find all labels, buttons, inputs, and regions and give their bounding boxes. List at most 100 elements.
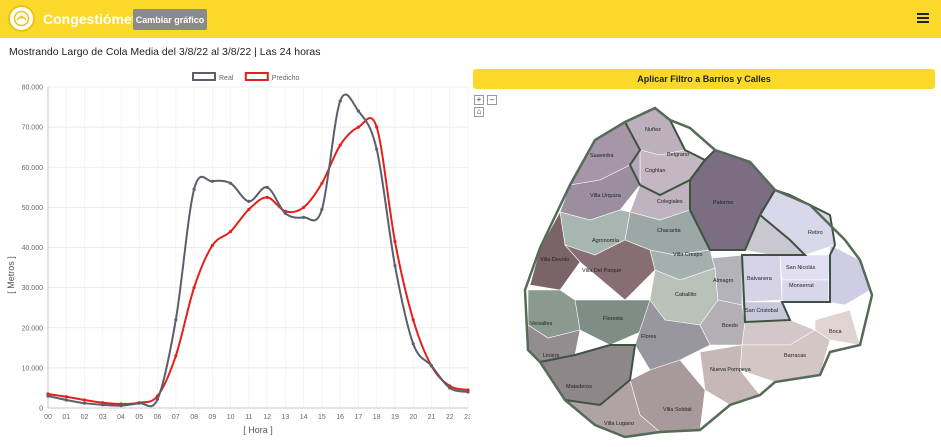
x-tick-label: 04 — [117, 414, 125, 421]
data-point-predicho[interactable] — [320, 181, 324, 185]
data-point-predicho[interactable] — [356, 125, 361, 129]
y-axis-ticks: 0 10.000 20.000 30.000 40.000 50.000 60.000 70.… — [22, 85, 44, 413]
city-seal-icon[interactable] — [8, 5, 35, 32]
y-tick-label: 50.000 — [22, 205, 44, 212]
chart-series — [46, 93, 470, 408]
data-point-real[interactable] — [137, 401, 141, 405]
label-villa-del-parque: Villa Del Parque — [582, 268, 621, 274]
label-floresta: Floresta — [603, 316, 624, 322]
data-point-real[interactable] — [429, 364, 434, 368]
data-point-real[interactable] — [356, 109, 361, 113]
legend-swatch[interactable] — [192, 72, 216, 81]
reset-view-button[interactable]: ⌂ — [474, 107, 484, 117]
label-nunez: Nuñez — [645, 127, 661, 133]
data-point-real[interactable] — [210, 179, 214, 183]
label-san-nicolas: San Nicolás — [786, 265, 816, 271]
zoom-in-button[interactable]: + — [474, 95, 484, 105]
barrio-puerto-madero[interactable] — [827, 244, 871, 306]
barrio-boca[interactable] — [814, 309, 861, 346]
barrio-barracas[interactable] — [739, 329, 831, 383]
label-villa-devoto: Villa Devoto — [540, 257, 569, 263]
data-point-real[interactable] — [338, 99, 342, 103]
data-point-predicho[interactable] — [192, 286, 196, 290]
barrio-villa-del-parque[interactable] — [564, 239, 656, 301]
data-point-predicho[interactable] — [338, 143, 342, 147]
data-point-real[interactable] — [119, 403, 123, 408]
data-point-predicho[interactable] — [375, 125, 379, 129]
x-tick-label: 16 — [336, 414, 344, 421]
hamburger-menu-icon[interactable] — [917, 13, 929, 23]
label-saavedra: Saavedra — [590, 153, 614, 159]
x-tick-label: 09 — [208, 414, 216, 421]
data-point-predicho[interactable] — [247, 207, 251, 211]
y-tick-label: 70.000 — [22, 125, 44, 132]
data-point-real[interactable] — [64, 398, 68, 402]
data-point-real[interactable] — [46, 394, 50, 398]
data-point-real[interactable] — [82, 401, 87, 405]
x-tick-label: 22 — [446, 414, 454, 421]
data-point-real[interactable] — [229, 181, 233, 185]
data-point-real[interactable] — [411, 342, 415, 346]
data-point-predicho[interactable] — [393, 239, 397, 244]
label-villa-soldati: Villa Soldati — [663, 407, 692, 413]
barrio-flores[interactable] — [634, 299, 711, 371]
y-axis-label: [ Metros ] — [6, 256, 16, 294]
data-point-real[interactable] — [192, 187, 196, 191]
label-boedo: Boedo — [722, 323, 738, 329]
change-chart-button[interactable]: Cambiar gráfico — [133, 9, 207, 30]
x-tick-label: 18 — [373, 414, 381, 421]
x-tick-label: 06 — [154, 414, 162, 421]
y-tick-label: 20.000 — [22, 325, 44, 332]
barrios-map[interactable]: Nuñez Saavedra Belgrano Coghlan Villa Ur… — [470, 92, 890, 442]
legend-label[interactable]: Real — [219, 75, 234, 82]
label-chacarita: Chacarita — [657, 228, 681, 234]
y-tick-label: 0 — [39, 406, 43, 413]
data-point-real[interactable] — [174, 318, 178, 322]
data-point-real[interactable] — [101, 403, 105, 407]
data-point-predicho[interactable] — [174, 354, 178, 358]
y-tick-label: 40.000 — [22, 245, 44, 252]
city-border — [523, 106, 874, 439]
y-tick-label: 80.000 — [22, 85, 44, 92]
x-tick-label: 08 — [190, 414, 198, 421]
x-tick-label: 19 — [391, 414, 399, 421]
label-san-cristobal: San Cristobal — [745, 308, 778, 314]
data-point-predicho[interactable] — [229, 229, 233, 234]
data-point-predicho[interactable] — [265, 195, 269, 199]
label-palermo: Palermo — [713, 200, 733, 206]
zoom-out-button[interactable]: – — [487, 95, 497, 105]
data-point-real[interactable] — [247, 199, 251, 203]
data-point-real[interactable] — [466, 390, 470, 394]
x-tick-label: 01 — [62, 414, 70, 421]
x-tick-label: 10 — [227, 414, 235, 421]
x-axis-label: [ Hora ] — [243, 425, 273, 435]
data-point-real[interactable] — [320, 207, 324, 211]
data-point-real[interactable] — [265, 185, 269, 189]
data-point-real[interactable] — [155, 397, 160, 401]
legend-swatch[interactable] — [244, 72, 269, 81]
data-point-predicho[interactable] — [82, 398, 87, 402]
top-navbar: Congestiómetro Cambiar gráfico — [0, 0, 941, 38]
label-barracas: Barracas — [784, 353, 806, 359]
data-point-predicho[interactable] — [64, 395, 68, 399]
data-point-predicho[interactable] — [210, 243, 214, 248]
x-tick-label: 20 — [409, 414, 417, 421]
data-point-real[interactable] — [302, 215, 306, 220]
label-agronomia: Agronomía — [592, 238, 620, 244]
data-point-predicho[interactable] — [302, 205, 306, 209]
label-villa-lugano: Villa Lugano — [604, 421, 634, 427]
apply-filter-button[interactable]: Aplicar Filtro a Barrios y Calles — [473, 69, 935, 89]
label-boca: Boca — [829, 329, 842, 335]
data-range-subtitle: Mostrando Largo de Cola Media del 3/8/22… — [9, 46, 321, 58]
y-tick-label: 30.000 — [22, 285, 44, 292]
data-point-predicho[interactable] — [411, 318, 415, 322]
data-point-real[interactable] — [393, 263, 397, 268]
chart-legend: Real Predicho — [192, 72, 300, 82]
label-villa-urquiza: Villa Urquiza — [590, 193, 622, 199]
data-point-real[interactable] — [283, 211, 287, 215]
legend-label[interactable]: Predicho — [272, 75, 300, 82]
data-point-real[interactable] — [448, 386, 452, 390]
brand-title[interactable]: Congestiómetro — [43, 11, 151, 27]
y-tick-label: 10.000 — [22, 365, 44, 372]
data-point-real[interactable] — [375, 147, 379, 151]
